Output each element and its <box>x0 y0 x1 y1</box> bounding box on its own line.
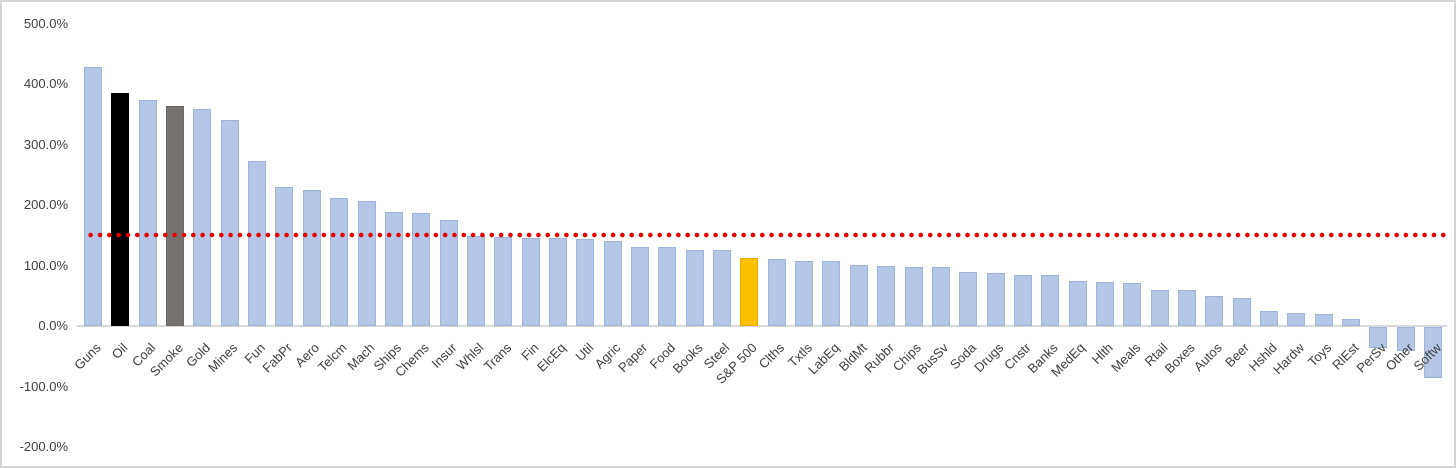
x-axis-category-label: Mines <box>205 340 241 376</box>
bar-bldmt <box>849 264 868 326</box>
y-axis-tick-label: 300.0% <box>23 136 68 152</box>
bar-ships <box>384 212 403 326</box>
reference-dotted-line <box>86 232 1446 239</box>
bar-coal <box>138 100 157 326</box>
bar-insur <box>439 220 458 326</box>
bar-gold <box>193 109 212 326</box>
bar-books <box>685 249 704 326</box>
bar-txtls <box>795 260 814 326</box>
bar-beer <box>1232 297 1251 326</box>
bar-smoke <box>166 105 185 326</box>
bar-toys <box>1314 313 1333 326</box>
bar-clths <box>767 258 786 326</box>
bar-aero <box>302 190 321 326</box>
bar-persv <box>1369 327 1388 349</box>
x-axis-category-label: Drugs <box>971 340 1007 376</box>
bar-soda <box>959 272 978 326</box>
x-axis-category-label: BldMt <box>835 340 870 375</box>
bar-hshld <box>1260 310 1279 326</box>
x-axis-category-label: Whlsl <box>453 340 487 374</box>
x-axis-category-label: Telcm <box>315 340 350 375</box>
x-axis-category-label: Clths <box>755 340 788 372</box>
bar-telcm <box>330 197 349 326</box>
bar-boxes <box>1178 290 1196 326</box>
y-axis-tick-label: -200.0% <box>19 439 68 454</box>
y-axis-tick-label: 100.0% <box>23 257 68 273</box>
bar-hlth <box>1095 282 1114 326</box>
bar-meals <box>1123 283 1142 326</box>
x-axis-category-label: ElcEq <box>533 340 569 375</box>
bar-rtail <box>1150 289 1169 326</box>
x-axis-category-label: Other <box>1382 340 1417 374</box>
x-axis-category-label: Toys <box>1304 340 1335 370</box>
y-axis-tick-label: 500.0% <box>23 15 68 31</box>
y-axis-tick-label: 400.0% <box>23 76 68 91</box>
bar-hardw <box>1287 312 1306 326</box>
bar-agric <box>603 240 622 326</box>
x-axis-category-label: FabPr <box>259 340 296 376</box>
bar-util <box>576 239 595 326</box>
bar-autos <box>1205 295 1224 326</box>
x-axis-line <box>77 325 1447 327</box>
y-axis-tick-label: -100.0% <box>19 378 68 394</box>
bar-whlsl <box>466 236 485 326</box>
bar-mach <box>357 201 376 326</box>
x-axis-category-label: Mach <box>344 340 378 374</box>
bar-drugs <box>986 272 1005 326</box>
bar-mines <box>220 120 239 326</box>
x-axis-category-label: Meals <box>1107 340 1143 376</box>
bar-food <box>658 246 677 326</box>
x-axis-category-label: Books <box>669 340 706 377</box>
bar-elceq <box>548 237 567 326</box>
bar-rlest <box>1342 318 1361 326</box>
x-axis-category-label: PerSv <box>1353 340 1390 376</box>
bar-other <box>1396 327 1415 352</box>
x-axis-category-label: Rubbr <box>861 340 897 376</box>
bar-medeq <box>1068 281 1087 326</box>
bar-rubbr <box>877 266 896 326</box>
bar-trans <box>494 237 513 326</box>
x-axis-category-label: BusSv <box>914 340 952 378</box>
x-axis-category-label: Insur <box>428 340 460 372</box>
x-axis-category-label: Autos <box>1190 340 1225 375</box>
bar-chems <box>412 212 431 326</box>
y-axis-tick-label: 0.0% <box>38 318 68 333</box>
x-axis-category-label: Trans <box>480 340 514 374</box>
bar-fin <box>521 237 540 326</box>
bar-guns <box>84 67 102 326</box>
bar-chips <box>904 266 923 326</box>
bar-bussv <box>931 267 950 326</box>
x-axis-category-label: Guns <box>71 340 104 373</box>
bar-softw <box>1424 327 1443 379</box>
bar-cnstr <box>1013 274 1032 326</box>
bar-fun <box>248 161 267 326</box>
bar-paper <box>631 246 649 326</box>
bar-steel <box>713 250 732 326</box>
bar-oil <box>111 93 130 326</box>
x-axis-category-label: Boxes <box>1161 340 1198 377</box>
bar-labeq <box>822 261 841 326</box>
bar-banks <box>1041 275 1060 326</box>
bar-fabpr <box>275 186 294 326</box>
x-axis-category-label: Paper <box>615 340 651 376</box>
y-axis-tick-label: 200.0% <box>23 197 68 212</box>
bar-s-p-500 <box>740 258 759 326</box>
